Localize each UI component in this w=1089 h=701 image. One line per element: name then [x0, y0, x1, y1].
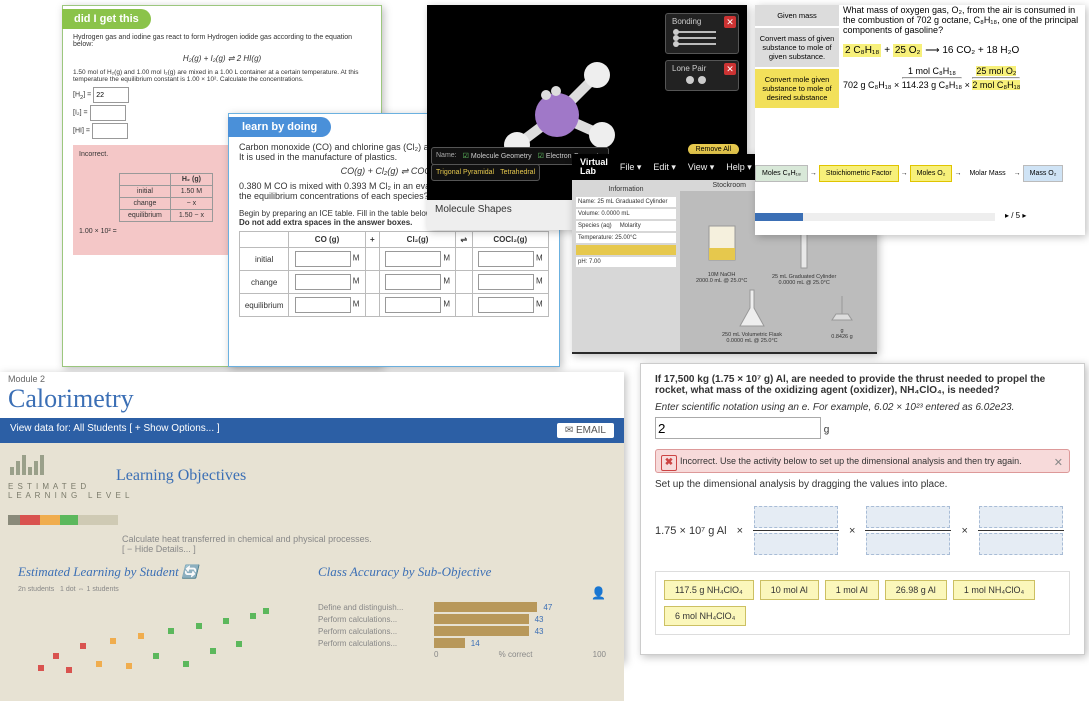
digt-equation: H₂(g) + I₂(g) ⇌ 2 HI(g) [73, 54, 371, 63]
accuracy-bars: Define and distinguish...47Perform calcu… [318, 602, 606, 659]
drag-tile[interactable]: 1 mol Al [825, 580, 879, 600]
drag-tile[interactable]: 117.5 g NH₄ClO₄ [664, 580, 754, 600]
legend: 2n students 1 dot ⇔ 1 students [18, 586, 298, 593]
i2-label: [I₂] = [73, 110, 88, 117]
stoich-question: What mass of oxygen gas, O₂, from the ai… [843, 5, 1081, 35]
panel-dimensional-analysis: If 17,500 kg (1.75 × 10⁷ g) Al, are need… [640, 363, 1085, 655]
geometry-values: Trigonal Pyramidal Tetrahedral [431, 164, 540, 181]
drag-tile[interactable]: 6 mol NH₄ClO₄ [664, 606, 746, 626]
close-icon[interactable]: ✕ [724, 63, 736, 75]
ice-in[interactable] [295, 251, 351, 267]
drop-slot[interactable] [866, 506, 950, 528]
progress-text: ▸ / 5 ▸ [1005, 211, 1026, 220]
stoich-equation: 2 C₈H₁₈ + 25 O₂ ⟶ 16 CO₂ + 18 H₂O [843, 45, 1081, 56]
progress-bar [755, 213, 995, 221]
hi-label: [HI] = [73, 128, 90, 135]
ice-in[interactable] [478, 297, 534, 313]
ice-in[interactable] [385, 251, 441, 267]
close-icon[interactable]: ✕ [1054, 456, 1063, 469]
menu-edit[interactable]: Edit ▾ [653, 162, 676, 173]
drop-slot[interactable] [754, 533, 838, 555]
panel-stoichiometry: Given mass Convert mass of given substan… [755, 5, 1085, 235]
menu-file[interactable]: File ▾ [620, 162, 642, 173]
lbd-header: learn by doing [228, 117, 331, 137]
unit-label: g [824, 425, 830, 436]
h2-input[interactable] [93, 87, 129, 103]
drag-tile[interactable]: 1 mol NH₄ClO₄ [953, 580, 1035, 600]
ice-in[interactable] [478, 251, 534, 267]
ice-result-table: H₂ (g) initial1.50 M change− x equilibri… [119, 173, 213, 222]
col1-header: Estimated Learning by Student 🔄 [18, 564, 298, 580]
drag-tile[interactable]: 10 mol Al [760, 580, 819, 600]
ice-table: CO (g)+Cl₂(g)⇌COCl₂(g) initial M M M cha… [239, 231, 549, 317]
start-value: 1.75 × 10⁷ g Al [655, 525, 727, 537]
close-icon[interactable]: ✕ [724, 16, 736, 28]
email-button[interactable]: ✉ EMAIL [557, 423, 614, 438]
drop-slot[interactable] [754, 506, 838, 528]
learning-objectives-header: Learning Objectives [116, 467, 246, 485]
hide-details-link[interactable]: [ − Hide Details... ] [8, 544, 616, 554]
ice-in[interactable] [385, 274, 441, 290]
answer-input[interactable] [655, 417, 821, 439]
i2-input[interactable] [90, 105, 126, 121]
bonding-badge[interactable]: Bonding ✕ [665, 13, 739, 54]
drop-slot[interactable] [866, 533, 950, 555]
lonepair-badge[interactable]: Lone Pair ✕ [665, 60, 739, 91]
scatter-plot [18, 593, 278, 683]
step-convert-mass: Convert mass of given substance to mole … [755, 28, 839, 67]
info-panel: Information Name: 25 mL Graduated Cylind… [572, 180, 680, 352]
drop-slot[interactable] [979, 506, 1063, 528]
ice-in[interactable] [478, 274, 534, 290]
vlab-logo: VirtualLab [580, 158, 608, 176]
dashboard-nav: View data for: All Students [ + Show Opt… [0, 418, 624, 443]
objective-text: Calculate heat transferred in chemical a… [8, 530, 616, 544]
menu-help[interactable]: Help ▾ [726, 162, 752, 173]
step-given-mass: Given mass [755, 5, 839, 26]
step-convert-mole: Convert mole given substance to mole of … [755, 69, 839, 108]
da-hint: Enter scientific notation using an e. Fo… [655, 402, 1070, 413]
flow-diagram: Moles C₈H₁₈ → Stoichiometric Factor → Mo… [755, 165, 1081, 182]
error-banner: ✖ Incorrect. Use the activity below to s… [655, 449, 1070, 473]
digt-prompt: Hydrogen gas and iodine gas react to for… [73, 34, 371, 48]
drop-slot[interactable] [979, 533, 1063, 555]
menu-view[interactable]: View ▾ [688, 162, 714, 173]
learning-level-bar [8, 512, 118, 522]
stoich-fracline: 702 g C₈H₁₈ × 1 mol C₈H₁₈114.23 g C₈H₁₈ … [843, 66, 1081, 90]
fraction-builder[interactable]: 1.75 × 10⁷ g Al × × × [655, 506, 1070, 555]
ice-in[interactable] [385, 297, 441, 313]
digt-header: did I get this [62, 9, 151, 29]
tile-tray: 117.5 g NH₄ClO₄ 10 mol Al 1 mol Al 26.98 g … [655, 571, 1070, 635]
ice-in[interactable] [295, 274, 351, 290]
ell-label: E S T I M A T E D L E A R N I N G L E V … [8, 482, 100, 500]
page-title: Calorimetry [0, 384, 624, 418]
error-icon: ✖ [661, 455, 677, 471]
da-question: If 17,500 kg (1.75 × 10⁷ g) Al, are need… [655, 374, 1070, 396]
panel-dashboard: Module 2 Calorimetry View data for: All … [0, 372, 624, 662]
drag-tile[interactable]: 26.98 g Al [885, 580, 947, 600]
hi-input[interactable] [92, 123, 128, 139]
module-label: Module 2 [0, 372, 624, 384]
setup-instruction: Set up the dimensional analysis by dragg… [655, 479, 1070, 490]
ice-in[interactable] [295, 297, 351, 313]
viewdata-label[interactable]: View data for: All Students [ + Show Opt… [10, 423, 220, 438]
digt-detail: 1.50 mol of H₂(g) and 1.00 mol I₂(g) are… [73, 69, 371, 83]
col2-header: Class Accuracy by Sub-Objective [318, 564, 606, 580]
learning-level-icon [8, 451, 48, 477]
